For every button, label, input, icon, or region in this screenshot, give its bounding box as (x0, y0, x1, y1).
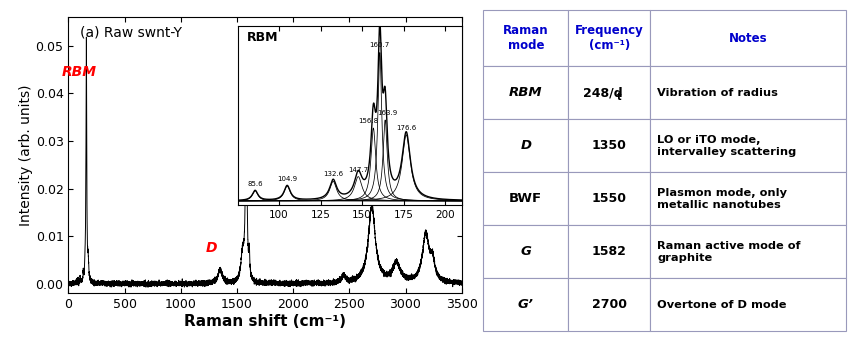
Bar (569, 10, 650, 67)
Bar (483, 278, 569, 331)
X-axis label: Raman shift (cm⁻¹): Raman shift (cm⁻¹) (184, 314, 346, 329)
Text: 1550: 1550 (592, 193, 627, 205)
Text: t: t (617, 92, 622, 102)
Bar (650, 119, 846, 172)
Text: LO or iTO mode,
intervalley scattering: LO or iTO mode, intervalley scattering (657, 135, 797, 157)
Bar (483, 172, 569, 225)
Bar (569, 278, 650, 331)
Text: RBM: RBM (509, 87, 543, 99)
Text: Raman
mode: Raman mode (503, 24, 549, 52)
Bar (650, 278, 846, 331)
Text: 2700: 2700 (592, 298, 627, 311)
Bar (650, 172, 846, 225)
Text: D: D (521, 139, 531, 152)
Text: G: G (242, 75, 253, 89)
Bar (650, 67, 846, 119)
Bar (569, 172, 650, 225)
Text: G: G (521, 245, 531, 258)
Bar (569, 119, 650, 172)
Bar (569, 67, 650, 119)
Bar (650, 225, 846, 278)
Text: Notes: Notes (729, 32, 768, 45)
Bar (483, 10, 569, 67)
Bar (483, 225, 569, 278)
Text: (a) Raw swnt-Y: (a) Raw swnt-Y (80, 26, 182, 40)
Text: G’: G’ (518, 298, 534, 311)
Text: G’: G’ (357, 189, 374, 203)
Text: RBM: RBM (62, 65, 97, 79)
Text: 1582: 1582 (592, 245, 627, 258)
Y-axis label: Intensity (arb. units): Intensity (arb. units) (19, 85, 32, 226)
Text: Raman active mode of
graphite: Raman active mode of graphite (657, 241, 801, 263)
Text: BWF: BWF (510, 193, 542, 205)
Text: 248/d: 248/d (583, 87, 622, 99)
Text: Vibration of radius: Vibration of radius (657, 88, 778, 98)
Bar (483, 119, 569, 172)
Text: Frequency
(cm⁻¹): Frequency (cm⁻¹) (575, 24, 644, 52)
Bar (569, 225, 650, 278)
Text: D: D (205, 241, 217, 255)
Text: Plasmon mode, only
metallic nanotubes: Plasmon mode, only metallic nanotubes (657, 188, 787, 210)
Text: Overtone of D mode: Overtone of D mode (657, 300, 787, 310)
Text: 1350: 1350 (592, 139, 627, 152)
Bar (483, 67, 569, 119)
Bar (650, 10, 846, 67)
